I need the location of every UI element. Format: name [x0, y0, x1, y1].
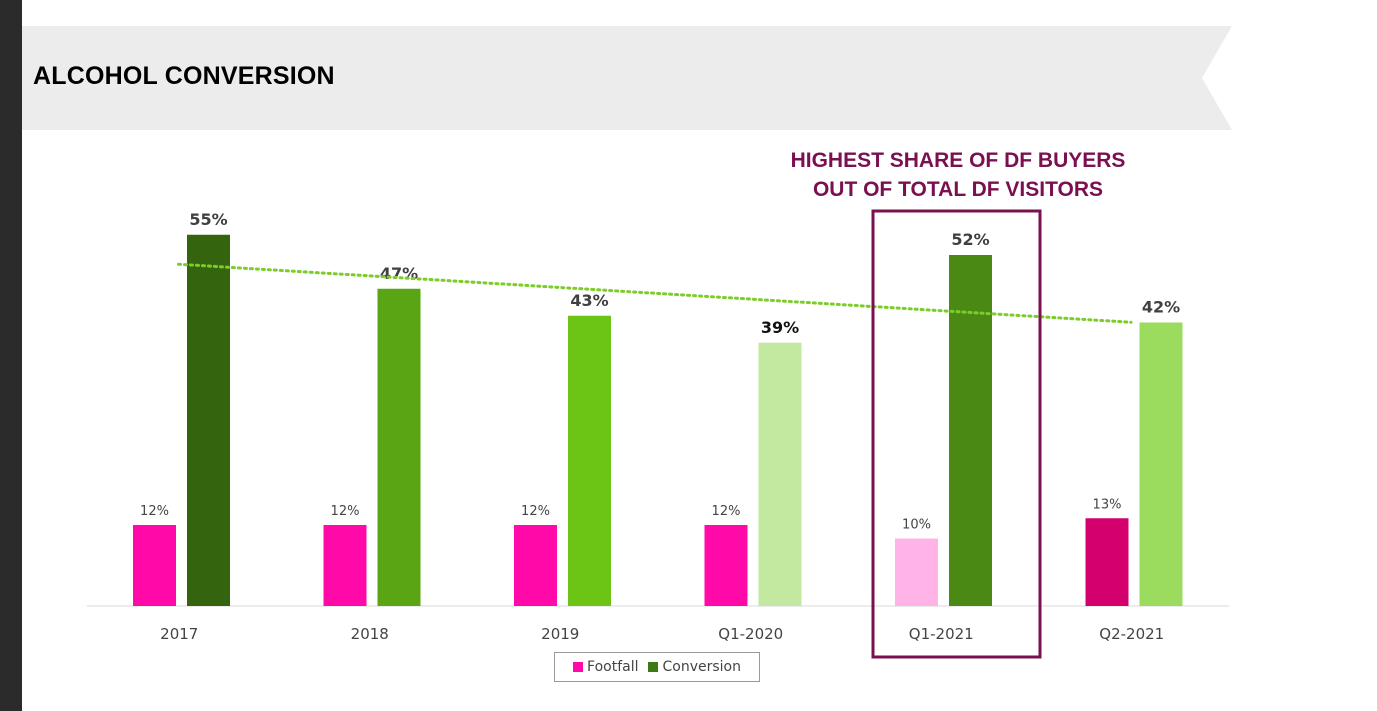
bar-footfall-2018 — [323, 525, 367, 606]
data-label-conversion-2019: 43% — [570, 291, 608, 310]
legend-label-footfall: Footfall — [587, 659, 639, 675]
callout-line-1: HIGHEST SHARE OF DF BUYERS — [790, 149, 1126, 172]
data-label-footfall-q2-2021: 13% — [1093, 497, 1122, 512]
data-label-conversion-2017: 55% — [189, 210, 227, 229]
bar-footfall-q1-2021 — [895, 538, 938, 606]
bar-footfall-2017 — [133, 525, 176, 606]
legend-item-conversion: Conversion — [648, 659, 741, 675]
data-label-footfall-2017: 12% — [140, 504, 169, 519]
trendline-conversion — [177, 262, 1133, 324]
data-label-footfall-q1-2021: 10% — [902, 518, 931, 533]
chart-legend: Footfall Conversion — [554, 652, 760, 682]
bar-footfall-q1-2020 — [704, 525, 748, 606]
legend-item-footfall: Footfall — [573, 659, 638, 675]
x-tick-label-2019: 2019 — [541, 625, 579, 643]
data-label-conversion-q1-2020: 39% — [761, 318, 799, 337]
data-label-footfall-2018: 12% — [331, 504, 360, 519]
slide-title: ALCOHOL CONVERSION — [33, 62, 335, 90]
footfall-swatch — [573, 662, 584, 672]
callout-line-2: OUT OF TOTAL DF VISITORS — [812, 178, 1104, 201]
bar-conversion-2019 — [568, 315, 611, 606]
x-tick-label-q1-2020: Q1-2020 — [718, 625, 783, 643]
bar-conversion-q2-2021 — [1139, 322, 1183, 606]
bar-footfall-q2-2021 — [1085, 518, 1129, 606]
data-label-footfall-2019: 12% — [521, 504, 550, 519]
bar-conversion-2018 — [377, 288, 421, 606]
legend-label-conversion: Conversion — [662, 659, 741, 675]
bar-conversion-q1-2021 — [949, 255, 992, 606]
x-tick-label-2018: 2018 — [351, 625, 389, 643]
x-tick-label-2017: 2017 — [160, 625, 198, 643]
data-label-conversion-q1-2021: 52% — [951, 230, 989, 249]
callout-text: HIGHEST SHARE OF DF BUYERS OUT OF TOTAL … — [758, 146, 1158, 204]
highlight-box-q1-2021 — [871, 209, 1042, 659]
header-band — [22, 26, 1232, 130]
bar-conversion-2017 — [187, 234, 230, 606]
bar-conversion-q1-2020 — [758, 342, 802, 606]
data-label-footfall-q1-2020: 12% — [712, 504, 741, 519]
data-label-conversion-q2-2021: 42% — [1142, 298, 1180, 317]
x-tick-label-q2-2021: Q2-2021 — [1099, 625, 1164, 643]
conversion-swatch — [648, 662, 659, 672]
bar-footfall-2019 — [514, 525, 557, 606]
left-edge-strip — [0, 0, 22, 711]
x-tick-label-q1-2021: Q1-2021 — [909, 625, 974, 643]
